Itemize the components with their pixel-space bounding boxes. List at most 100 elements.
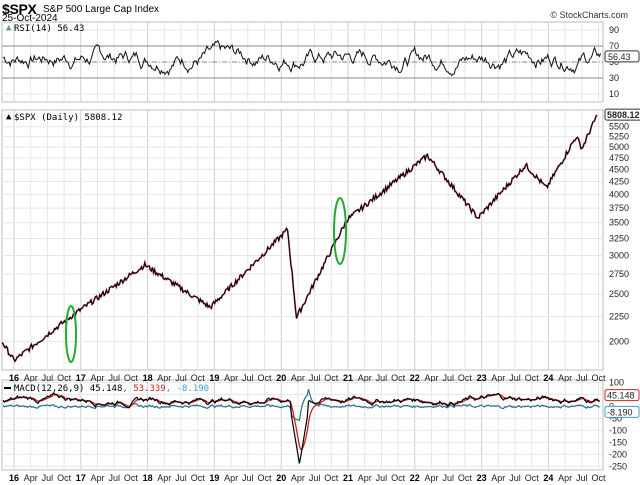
svg-text:Apr: Apr — [358, 373, 372, 383]
svg-text:Jul: Jul — [376, 473, 388, 483]
svg-text:Oct: Oct — [124, 373, 139, 383]
svg-text:Oct: Oct — [591, 473, 606, 483]
svg-text:-200: -200 — [609, 449, 627, 459]
svg-text:-250: -250 — [609, 461, 627, 471]
svg-text:Oct: Oct — [525, 373, 540, 383]
svg-text:4750: 4750 — [609, 153, 629, 163]
svg-text:Jul: Jul — [309, 473, 321, 483]
svg-text:2250: 2250 — [609, 312, 629, 322]
svg-text:Apr: Apr — [90, 473, 104, 483]
svg-text:▲: ▲ — [6, 112, 12, 122]
svg-text:18: 18 — [143, 473, 153, 483]
svg-text:5250: 5250 — [609, 132, 629, 142]
svg-text:$SPX (Daily) 5808.12: $SPX (Daily) 5808.12 — [14, 113, 122, 123]
svg-text:Apr: Apr — [224, 473, 238, 483]
svg-text:Oct: Oct — [57, 473, 72, 483]
svg-text:Jul: Jul — [108, 473, 120, 483]
svg-text:21: 21 — [343, 473, 353, 483]
svg-text:Apr: Apr — [24, 373, 38, 383]
svg-text:16: 16 — [9, 373, 19, 383]
svg-text:5808.12: 5808.12 — [607, 110, 640, 120]
svg-text:Jul: Jul — [175, 473, 187, 483]
svg-text:30: 30 — [609, 73, 619, 83]
svg-text:24: 24 — [543, 473, 553, 483]
svg-text:2000: 2000 — [609, 337, 629, 347]
svg-text:4250: 4250 — [609, 176, 629, 186]
brand-credit: © StockCharts.com — [550, 10, 628, 20]
svg-text:Oct: Oct — [257, 373, 272, 383]
svg-text:2500: 2500 — [609, 289, 629, 299]
svg-text:Jul: Jul — [509, 373, 521, 383]
svg-text:56.43: 56.43 — [608, 52, 631, 62]
svg-text:Jul: Jul — [108, 373, 120, 383]
svg-text:45.148: 45.148 — [607, 391, 635, 401]
svg-text:RSI(14) 56.43: RSI(14) 56.43 — [14, 24, 84, 34]
svg-text:4500: 4500 — [609, 164, 629, 174]
svg-text:Oct: Oct — [324, 373, 339, 383]
svg-text:21: 21 — [343, 373, 353, 383]
svg-text:24: 24 — [543, 373, 553, 383]
svg-text:-100: -100 — [609, 425, 627, 435]
svg-text:Oct: Oct — [391, 373, 406, 383]
svg-text:23: 23 — [477, 473, 487, 483]
svg-text:Apr: Apr — [491, 373, 505, 383]
svg-text:-50: -50 — [609, 413, 622, 423]
svg-text:Apr: Apr — [157, 473, 171, 483]
svg-text:Jul: Jul — [442, 473, 454, 483]
svg-text:4000: 4000 — [609, 189, 629, 199]
svg-text:17: 17 — [76, 473, 86, 483]
svg-text:Oct: Oct — [191, 473, 206, 483]
svg-text:3750: 3750 — [609, 203, 629, 213]
svg-text:-8.190: -8.190 — [607, 407, 633, 417]
svg-text:20: 20 — [276, 473, 286, 483]
svg-text:Jul: Jul — [442, 373, 454, 383]
svg-text:17: 17 — [76, 373, 86, 383]
svg-text:Oct: Oct — [458, 473, 473, 483]
svg-text:Oct: Oct — [57, 373, 72, 383]
symbol-title: $SPX — [2, 1, 37, 17]
svg-text:16: 16 — [9, 473, 19, 483]
svg-text:Apr: Apr — [291, 473, 305, 483]
svg-text:18: 18 — [143, 373, 153, 383]
svg-text:100: 100 — [609, 377, 624, 387]
svg-text:Oct: Oct — [324, 473, 339, 483]
svg-text:3250: 3250 — [609, 233, 629, 243]
svg-text:3500: 3500 — [609, 218, 629, 228]
svg-text:Jul: Jul — [42, 473, 54, 483]
svg-text:19: 19 — [209, 473, 219, 483]
svg-text:23: 23 — [477, 373, 487, 383]
svg-text:Oct: Oct — [591, 373, 606, 383]
chart-date: 25-Oct-2024 — [2, 13, 58, 24]
svg-text:Jul: Jul — [309, 373, 321, 383]
svg-text:Apr: Apr — [90, 373, 104, 383]
svg-text:5500: 5500 — [609, 122, 629, 132]
svg-text:Oct: Oct — [124, 473, 139, 483]
svg-text:5000: 5000 — [609, 142, 629, 152]
svg-text:Apr: Apr — [24, 473, 38, 483]
svg-text:Oct: Oct — [257, 473, 272, 483]
svg-text:Jul: Jul — [576, 373, 588, 383]
svg-text:70: 70 — [609, 41, 619, 51]
svg-text:Jul: Jul — [42, 373, 54, 383]
svg-text:Oct: Oct — [191, 373, 206, 383]
svg-text:Apr: Apr — [424, 473, 438, 483]
symbol-name: S&P 500 Large Cap Index — [43, 4, 160, 15]
svg-text:Oct: Oct — [458, 373, 473, 383]
svg-text:22: 22 — [410, 373, 420, 383]
svg-text:Jul: Jul — [509, 473, 521, 483]
svg-text:Jul: Jul — [576, 473, 588, 483]
svg-text:-150: -150 — [609, 437, 627, 447]
svg-text:Apr: Apr — [157, 373, 171, 383]
svg-text:Apr: Apr — [424, 373, 438, 383]
svg-text:▲: ▲ — [6, 23, 12, 33]
svg-text:Oct: Oct — [391, 473, 406, 483]
svg-text:20: 20 — [276, 373, 286, 383]
svg-text:Oct: Oct — [525, 473, 540, 483]
svg-text:19: 19 — [209, 373, 219, 383]
svg-text:Apr: Apr — [558, 373, 572, 383]
svg-text:Jul: Jul — [376, 373, 388, 383]
svg-text:Apr: Apr — [358, 473, 372, 483]
svg-text:10: 10 — [609, 89, 619, 99]
svg-text:Jul: Jul — [242, 373, 254, 383]
